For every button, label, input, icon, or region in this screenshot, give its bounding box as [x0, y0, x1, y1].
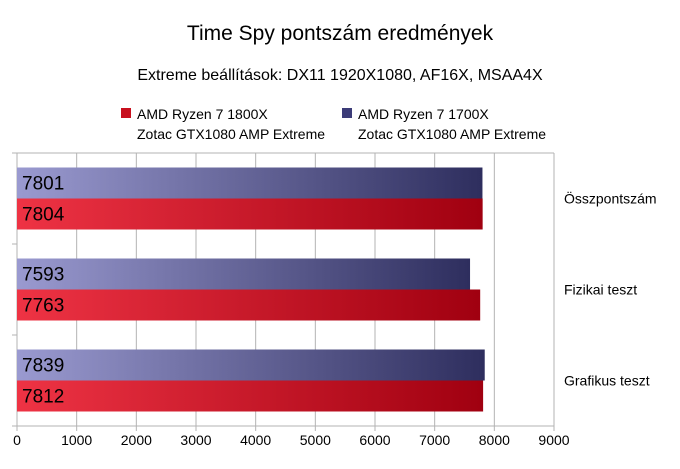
data-label: 7801	[22, 174, 64, 195]
x-tick-label: 7000	[419, 432, 450, 448]
category-label: Összpontszám	[564, 190, 657, 207]
legend-label-line2: Zotac GTX1080 AMP Extreme	[137, 126, 326, 142]
legend-label-line2: Zotac GTX1080 AMP Extreme	[358, 126, 547, 142]
x-tick-label: 1000	[61, 432, 92, 448]
x-tick-label: 4000	[240, 432, 271, 448]
data-label: 7839	[22, 356, 64, 377]
legend-swatch-red	[121, 108, 131, 118]
bar-ryzen-1800x	[17, 198, 483, 230]
data-label: 7763	[22, 296, 64, 317]
category-label: Fizikai teszt	[564, 282, 637, 298]
x-tick-label: 6000	[359, 432, 390, 448]
data-label: 7812	[22, 387, 64, 408]
data-label: 7593	[22, 265, 64, 286]
x-tick-label: 0	[13, 432, 21, 448]
x-tick-label: 2000	[121, 432, 152, 448]
chart-subtitle: Extreme beállítások: DX11 1920X1080, AF1…	[137, 67, 543, 84]
legend-label-line1: AMD Ryzen 7 1800X	[137, 106, 268, 122]
legend-swatch-blue	[342, 108, 352, 118]
bar-ryzen-1700x	[17, 167, 483, 199]
chart-title: Time Spy pontszám eredmények	[186, 22, 494, 45]
bar-ryzen-1800x	[17, 380, 484, 412]
bar-ryzen-1800x	[17, 289, 481, 321]
x-tick-label: 3000	[180, 432, 211, 448]
x-tick-label: 9000	[538, 432, 569, 448]
bar-ryzen-1700x	[17, 349, 485, 381]
data-label: 7804	[22, 205, 65, 226]
x-tick-label: 8000	[479, 432, 510, 448]
bar-ryzen-1700x	[17, 258, 471, 290]
legend-label-line1: AMD Ryzen 7 1700X	[358, 106, 489, 122]
x-tick-label: 5000	[300, 432, 331, 448]
category-label: Grafikus teszt	[564, 373, 650, 389]
